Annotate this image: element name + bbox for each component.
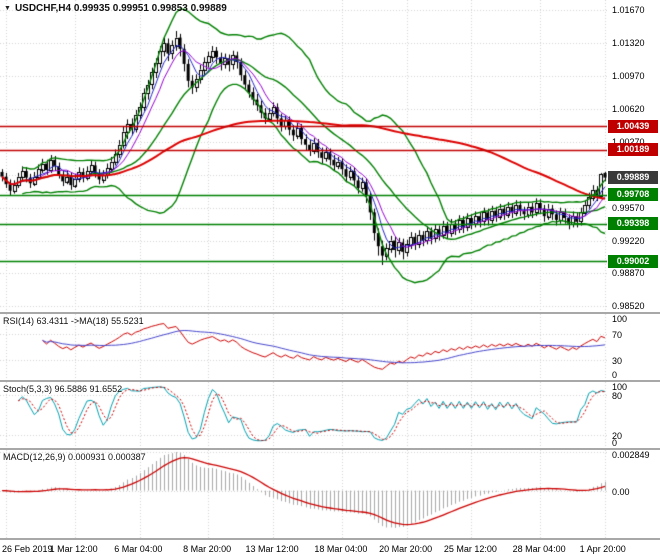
price-level-label-resistance: 1.00189 <box>608 143 658 157</box>
stochastic-tick-label: 20 <box>612 430 623 441</box>
panel-splitter[interactable] <box>0 380 660 382</box>
price-level-label-support: 0.99708 <box>608 188 658 202</box>
price-tick-label: 1.01670 <box>612 5 645 16</box>
time-axis-label: 8 Mar 20:00 <box>183 544 232 554</box>
price-level-label-support: 0.99398 <box>608 217 658 231</box>
macd-label: MACD(12,26,9) 0.000931 0.000387 <box>3 452 146 462</box>
stochastic-axis[interactable]: 100 80 20 0 <box>607 382 660 448</box>
price-level-label-resistance: 1.00439 <box>608 119 658 133</box>
macd-panel: MACD(12,26,9) 0.000931 0.000387 0.002849… <box>0 450 660 538</box>
rsi-panel: RSI(14) 63.4311 ->MA(18) 55.5231 100 70 30… <box>0 314 660 380</box>
price-axis[interactable]: 1.016701.013201.009701.006201.002700.999… <box>607 0 660 312</box>
rsi-tick-label: 100 <box>612 314 628 324</box>
rsi-tick-label: 30 <box>612 356 623 367</box>
price-chart-canvas[interactable] <box>0 0 607 312</box>
time-axis[interactable]: 26 Feb 2019 1 Mar 12:00 6 Mar 04:00 8 Mar 2… <box>0 540 660 560</box>
macd-tick-label: 0.00 <box>612 486 630 497</box>
stochastic-tick-label: 100 <box>612 382 628 392</box>
stochastic-label: Stoch(5,3,3) 96.5886 91.6552 <box>3 384 123 394</box>
price-tick-label: 0.99220 <box>612 235 645 246</box>
price-tick-label: 1.01320 <box>612 38 645 49</box>
symbol-dropdown-icon[interactable]: ▼ <box>4 5 11 12</box>
price-tick-label: 1.00970 <box>612 71 645 82</box>
price-tick-label: 1.00270 <box>612 136 645 147</box>
panel-splitter[interactable] <box>0 538 660 540</box>
rsi-label: RSI(14) 63.4311 ->MA(18) 55.5231 <box>3 316 144 326</box>
price-tick-label: 0.98520 <box>612 301 645 312</box>
stochastic-panel: Stoch(5,3,3) 96.5886 91.6552 100 80 20 0 <box>0 382 660 448</box>
stochastic-canvas[interactable] <box>0 382 607 448</box>
price-tick-label: 0.98870 <box>612 268 645 279</box>
chart-title-row: ▼ USDCHF,H4 0.99935 0.99951 0.99853 0.99… <box>4 3 227 14</box>
price-level-label-current-price: 0.99889 <box>608 171 658 185</box>
time-axis-label: 13 Mar 12:00 <box>245 544 299 554</box>
price-tick-label: 1.00620 <box>612 104 645 114</box>
time-axis-label: 25 Mar 12:00 <box>443 544 497 554</box>
time-axis-label: 6 Mar 04:00 <box>114 544 163 554</box>
panel-splitter[interactable] <box>0 312 660 314</box>
rsi-canvas[interactable] <box>0 314 607 380</box>
panel-splitter[interactable] <box>0 448 660 450</box>
chart-title: USDCHF,H4 0.99935 0.99951 0.99853 0.9988… <box>14 3 227 14</box>
price-chart-panel: ▼ USDCHF,H4 0.99935 0.99951 0.99853 0.99… <box>0 0 660 312</box>
stochastic-tick-label: 0 <box>612 438 618 448</box>
time-axis-label: 1 Apr 20:00 <box>579 544 626 554</box>
macd-canvas[interactable] <box>0 450 607 538</box>
price-level-label-support: 0.99002 <box>608 254 658 268</box>
rsi-tick-label: 70 <box>612 329 623 340</box>
time-axis-label: 26 Feb 2019 <box>2 544 53 554</box>
time-axis-label: 20 Mar 20:00 <box>379 544 433 554</box>
time-axis-label: 28 Mar 04:00 <box>512 544 566 554</box>
time-axis-label: 1 Mar 12:00 <box>49 544 98 554</box>
stochastic-tick-label: 80 <box>612 391 623 402</box>
macd-tick-label: 0.002849 <box>612 450 650 460</box>
time-axis-label: 18 Mar 04:00 <box>314 544 368 554</box>
rsi-tick-label: 0 <box>612 370 618 380</box>
macd-axis[interactable]: 0.002849 0.00 <box>607 450 660 538</box>
rsi-axis[interactable]: 100 70 30 0 <box>607 314 660 380</box>
price-tick-label: 0.99570 <box>612 202 645 213</box>
